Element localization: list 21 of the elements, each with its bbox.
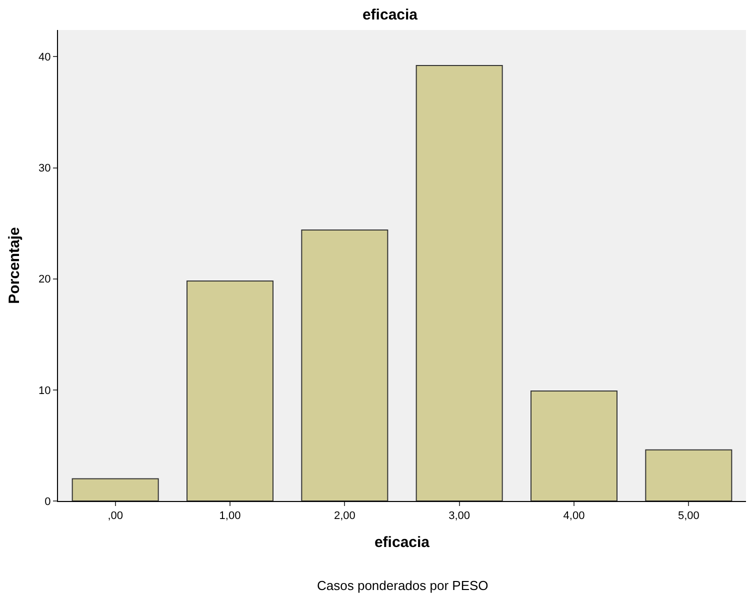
y-axis-title: Porcentaje [6, 227, 23, 304]
x-tick-label: 3,00 [448, 510, 470, 522]
bar [645, 449, 732, 501]
text: Casos ponderados por PESO [317, 578, 488, 593]
y-tick-label: 40 [38, 52, 51, 64]
x-tick-label: ,00 [108, 510, 123, 522]
bar [186, 280, 274, 501]
y-tick-label: 0 [44, 496, 51, 508]
x-tick-label: 4,00 [563, 510, 585, 522]
bar [301, 229, 388, 501]
x-tick-label: 2,00 [334, 510, 356, 522]
bar [416, 65, 503, 501]
x-axis-title: eficacia [374, 534, 430, 552]
y-tick-label: 30 [38, 162, 51, 175]
x-tick-label: 5,00 [678, 510, 700, 522]
chart-title: eficacia [362, 6, 418, 24]
x-tick-label: 1,00 [219, 510, 241, 522]
y-tick-label: 10 [38, 384, 51, 397]
bar [530, 390, 618, 501]
y-tick-label: 20 [38, 274, 51, 286]
bar [72, 478, 159, 501]
